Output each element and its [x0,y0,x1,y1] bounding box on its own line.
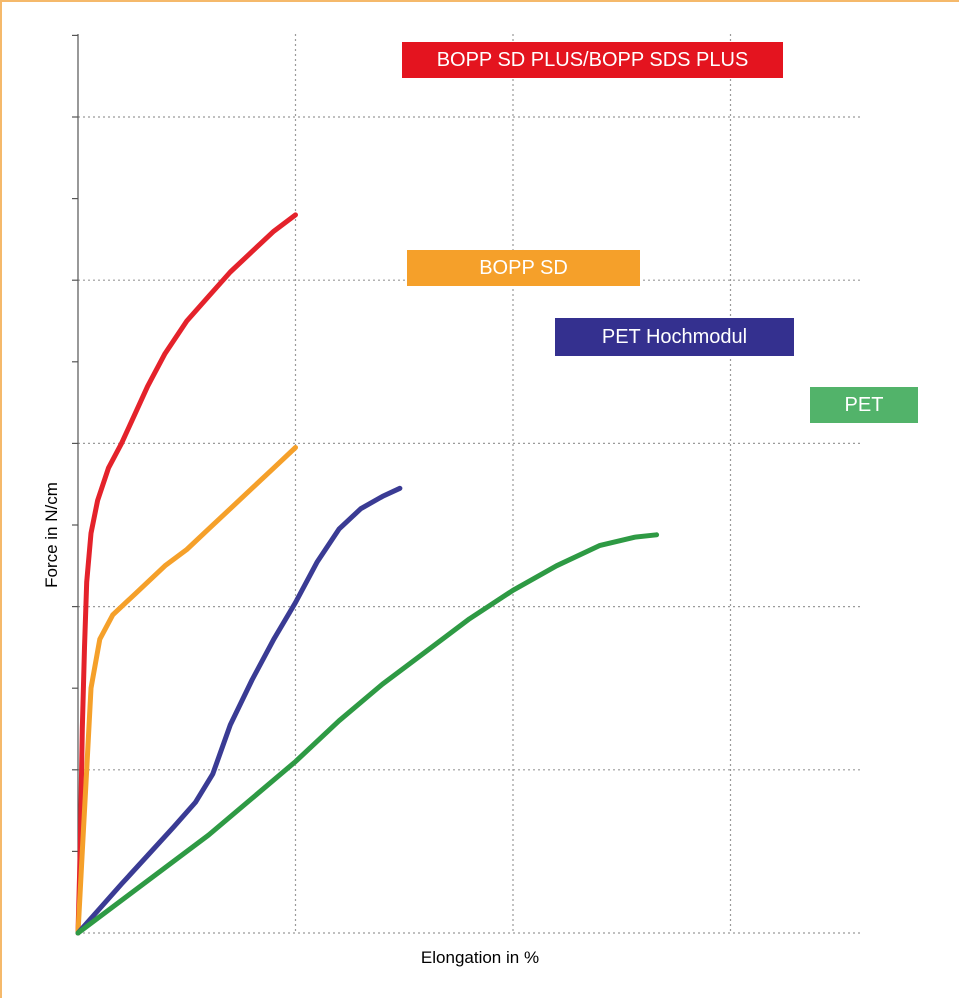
series-line-3 [75,532,660,936]
series-label-bopp-sd: BOPP SD [407,250,640,286]
series-label-pet-hochmodul: PET Hochmodul [555,318,794,356]
series-line-0 [75,212,298,936]
axes [72,34,862,934]
series-lines [75,212,660,936]
series-label-bopp-sd-plus: BOPP SD PLUS/BOPP SDS PLUS [402,42,783,78]
series-line-2 [75,485,403,936]
series-line-1 [75,445,298,936]
x-axis-label: Elongation in % [420,948,540,967]
y-axis-label: Force in N/cm [42,482,61,588]
series-label-pet: PET [810,387,918,423]
